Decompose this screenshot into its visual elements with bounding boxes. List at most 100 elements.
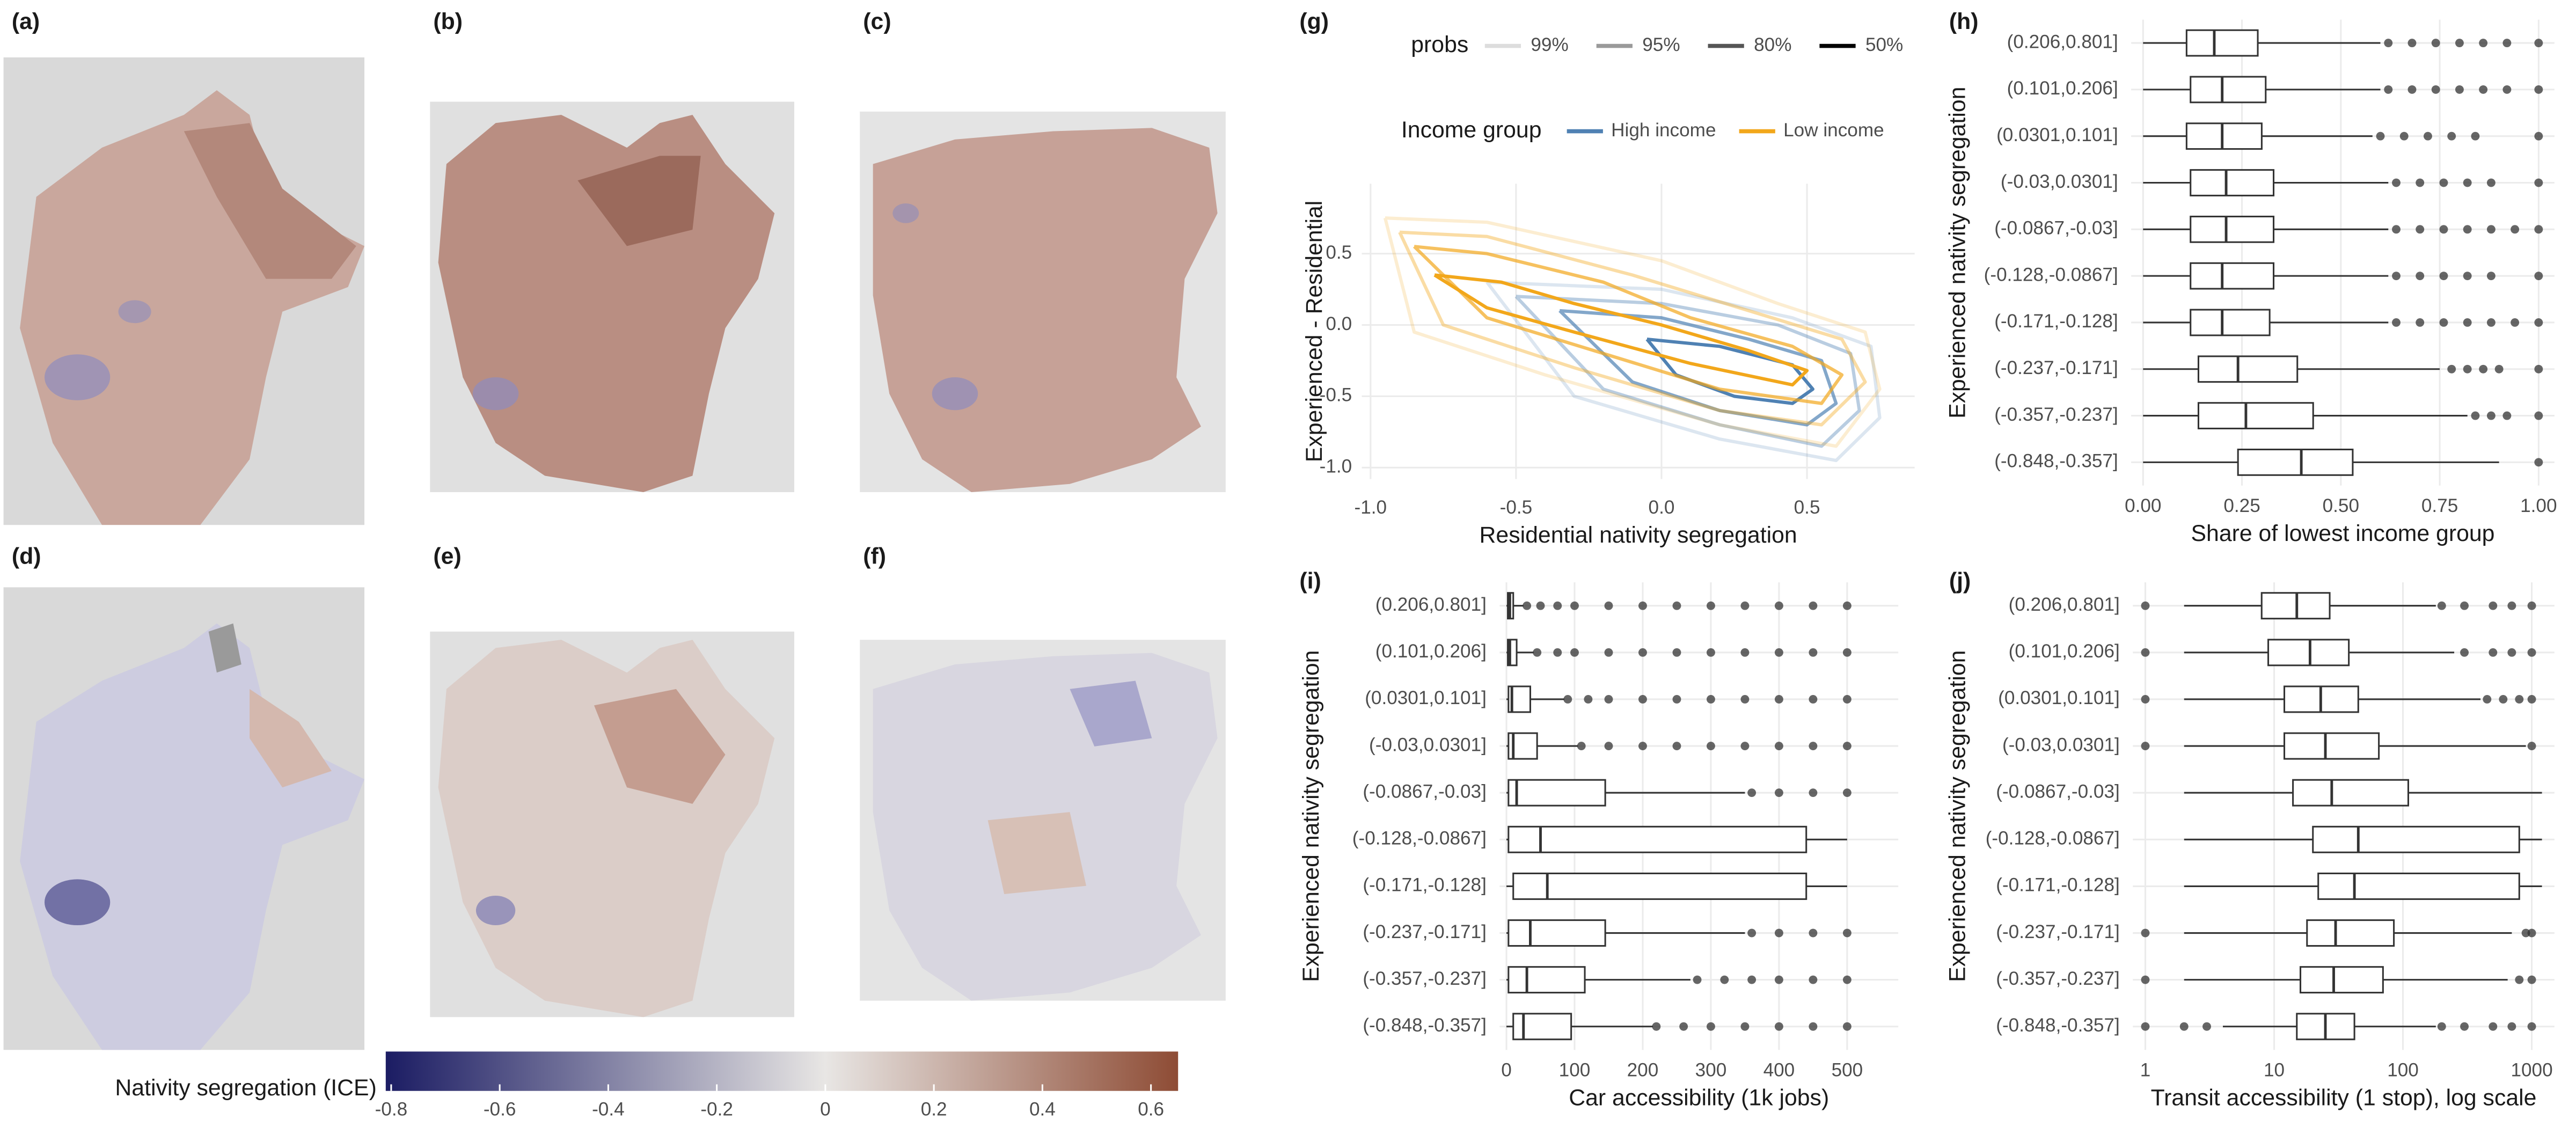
outlier	[2416, 272, 2425, 281]
y-tick-label: (-0.357,-0.237]	[1994, 404, 2118, 425]
outlier	[1553, 648, 1562, 657]
x-tick-label: 1	[2140, 1059, 2151, 1080]
contour-line	[1413, 245, 1844, 405]
box	[2317, 872, 2520, 900]
panel-label: (e)	[433, 544, 461, 569]
map-c	[860, 111, 1226, 493]
outlier	[1809, 695, 1818, 704]
outlier	[1570, 648, 1579, 657]
y-tick-label: (-0.171,-0.128]	[1363, 875, 1487, 896]
outlier	[1533, 648, 1542, 657]
outlier	[1774, 695, 1783, 704]
outlier	[2431, 85, 2440, 94]
box	[2299, 966, 2384, 994]
outlier	[2447, 131, 2456, 141]
outlier	[2460, 601, 2469, 610]
outlier	[1740, 648, 1750, 657]
legend-label: 95%	[1642, 34, 1680, 55]
outlier	[2515, 695, 2524, 704]
outlier	[1842, 742, 1851, 751]
outlier	[2489, 601, 2498, 610]
box	[1507, 966, 1586, 994]
outlier	[2141, 1022, 2150, 1031]
box	[2190, 169, 2275, 196]
x-tick-label: 400	[1763, 1059, 1795, 1080]
panel-label: (b)	[433, 9, 463, 34]
legend-label: 80%	[1754, 34, 1791, 55]
box	[2197, 402, 2314, 429]
outlier	[1774, 788, 1783, 797]
y-tick-label: (-0.03,0.0301]	[1369, 734, 1487, 755]
outlier	[2141, 928, 2150, 938]
y-tick-label: (-0.03,0.0301]	[2002, 734, 2120, 755]
x-tick-label: 0	[1501, 1059, 1512, 1080]
y-tick-label: (-0.237,-0.171]	[1363, 921, 1487, 942]
x-tick-label: 0.75	[2421, 495, 2458, 516]
y-tick-label: (0.206,0.801]	[2007, 31, 2118, 52]
y-tick-label: (-0.848,-0.357]	[1363, 1015, 1487, 1036]
contour-line	[1514, 295, 1861, 448]
outlier	[2511, 318, 2520, 327]
outlier	[2392, 225, 2401, 234]
outlier	[1774, 975, 1783, 984]
map-f	[860, 640, 1226, 1001]
colorbar-title: Nativity segregation (ICE)	[115, 1075, 376, 1101]
y-tick-label: (-0.171,-0.128]	[1996, 875, 2120, 896]
outlier	[1638, 601, 1647, 610]
outlier	[1774, 928, 1783, 938]
outlier	[1809, 975, 1818, 984]
box	[1512, 1013, 1572, 1041]
outlier	[2483, 695, 2492, 704]
outlier	[2455, 39, 2464, 48]
colorbar-tick-label: -0.8	[375, 1099, 408, 1120]
colorbar-tick-label: 0.6	[1138, 1099, 1164, 1120]
outlier	[1706, 1022, 1715, 1031]
outlier	[2511, 225, 2520, 234]
y-tick-label: 0.5	[1326, 242, 1352, 263]
x-axis-title: Residential nativity segregation	[1480, 522, 1797, 548]
outlier	[2179, 1022, 2189, 1031]
colorbar-tick-label: 0.4	[1029, 1099, 1056, 1120]
outlier	[1809, 742, 1818, 751]
outlier	[2534, 131, 2543, 141]
outlier	[2502, 411, 2512, 420]
contour-line	[1558, 309, 1838, 427]
outlier	[1842, 975, 1851, 984]
y-tick-label: (0.0301,0.101]	[1365, 687, 1487, 708]
outlier	[1747, 788, 1757, 797]
panel-label: (a)	[12, 9, 40, 34]
outlier	[2439, 272, 2448, 281]
outlier	[1706, 742, 1715, 751]
colorbar-tick-label: -0.2	[700, 1099, 733, 1120]
y-tick-label: (0.206,0.801]	[1375, 594, 1487, 615]
outlier	[2527, 601, 2536, 610]
colorbar-tick-label: -0.4	[592, 1099, 625, 1120]
x-tick-label: 1.00	[2520, 495, 2557, 516]
outlier	[2439, 225, 2448, 234]
outlier	[2463, 272, 2472, 281]
colorbar-tick-label: 0	[820, 1099, 831, 1120]
outlier	[2534, 411, 2543, 420]
outlier	[2416, 178, 2425, 187]
outlier	[1584, 695, 1593, 704]
outlier	[1604, 742, 1613, 751]
outlier	[2479, 85, 2488, 94]
outlier	[1638, 695, 1647, 704]
outlier	[1638, 648, 1647, 657]
x-tick-label: 100	[2387, 1059, 2419, 1080]
y-tick-label: (-0.848,-0.357]	[1994, 451, 2118, 472]
y-tick-label: (-0.237,-0.171]	[1996, 921, 2120, 942]
panel-label: (g)	[1299, 9, 1329, 34]
outlier	[2141, 648, 2150, 657]
outlier	[2527, 648, 2536, 657]
y-tick-label: (-0.03,0.0301]	[2001, 171, 2118, 192]
outlier	[2437, 1022, 2446, 1031]
outlier	[1842, 788, 1851, 797]
x-tick-label: 0.50	[2323, 495, 2359, 516]
outlier	[2502, 39, 2512, 48]
x-tick-label: 0.25	[2223, 495, 2260, 516]
box	[2283, 732, 2380, 760]
map-b	[430, 101, 794, 493]
y-tick-label: (0.101,0.206]	[2007, 78, 2118, 99]
outlier	[2534, 318, 2543, 327]
